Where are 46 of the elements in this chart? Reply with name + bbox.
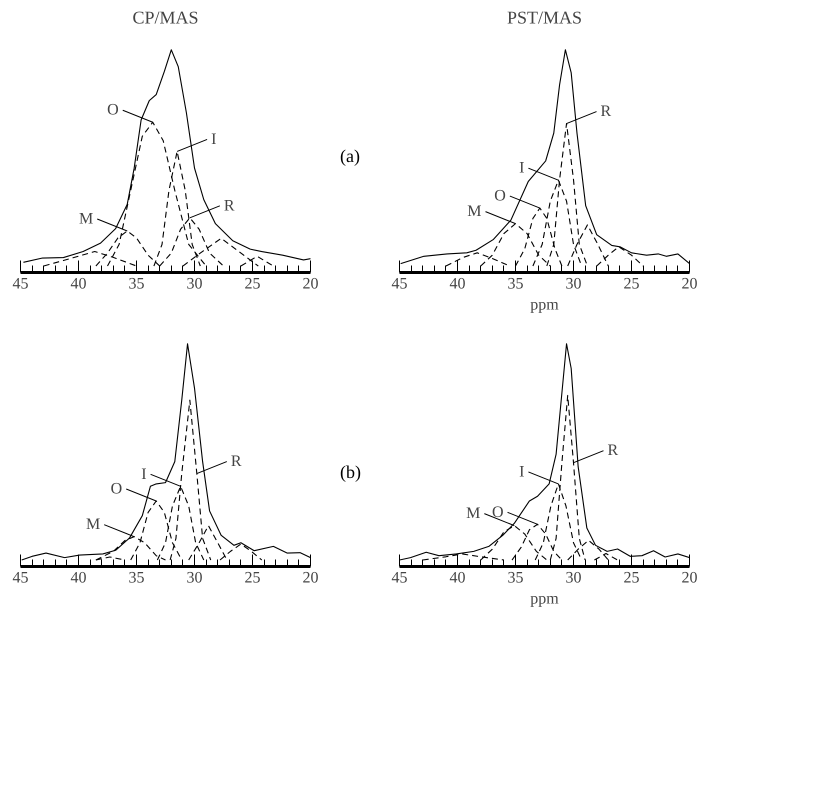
annotation: R — [600, 103, 612, 120]
annotation: R — [608, 442, 618, 460]
annotation: I — [211, 130, 216, 148]
x-tick-label: 40 — [70, 570, 86, 586]
x-tick-label: 25 — [244, 276, 260, 292]
x-tick-label: 20 — [682, 570, 698, 586]
text: (a) — [340, 145, 360, 168]
annotation: M — [86, 516, 100, 534]
text: (b) — [340, 461, 361, 484]
annotation: I — [519, 160, 524, 177]
annotation: R — [230, 453, 242, 470]
x-tick-label: 35 — [128, 276, 144, 292]
x-tick-label: 20 — [682, 276, 698, 292]
x-tick-label: 40 — [450, 570, 466, 586]
x-tick-label: 20 — [302, 276, 318, 292]
x-tick-label: 30 — [186, 276, 202, 292]
annotation: M — [78, 210, 94, 228]
x-tick-label: 45 — [392, 276, 408, 292]
x-tick-label: 40 — [450, 276, 466, 292]
annotation: O — [494, 188, 506, 205]
x-tick-label: 35 — [128, 570, 144, 586]
annotation: M — [466, 505, 480, 522]
x-axis-title: ppm — [530, 296, 560, 314]
x-tick-label: 45 — [12, 276, 28, 292]
chart-title: CP/MAS — [132, 8, 199, 28]
x-tick-label: 25 — [244, 570, 260, 586]
x-tick-label: 25 — [624, 276, 640, 292]
x-axis-title: ppm — [530, 590, 560, 608]
annotation: O — [110, 480, 122, 498]
annotation: M — [467, 203, 482, 220]
annotation: O — [492, 504, 504, 521]
x-tick-label: 30 — [186, 570, 202, 586]
x-tick-label: 30 — [566, 570, 582, 586]
x-tick-label: 35 — [508, 570, 524, 586]
x-tick-label: 45 — [392, 570, 408, 586]
annotation: I — [519, 463, 524, 480]
chart-title: PST/MAS — [506, 8, 582, 28]
x-tick-label: 25 — [624, 570, 640, 586]
annotation: R — [224, 197, 235, 214]
x-tick-label: 40 — [70, 276, 86, 292]
x-tick-label: 30 — [566, 276, 582, 292]
annotation: O — [107, 102, 119, 119]
x-tick-label: 35 — [508, 276, 524, 292]
annotation: I — [141, 466, 147, 483]
x-tick-label: 45 — [12, 570, 28, 586]
x-tick-label: 20 — [302, 570, 318, 586]
